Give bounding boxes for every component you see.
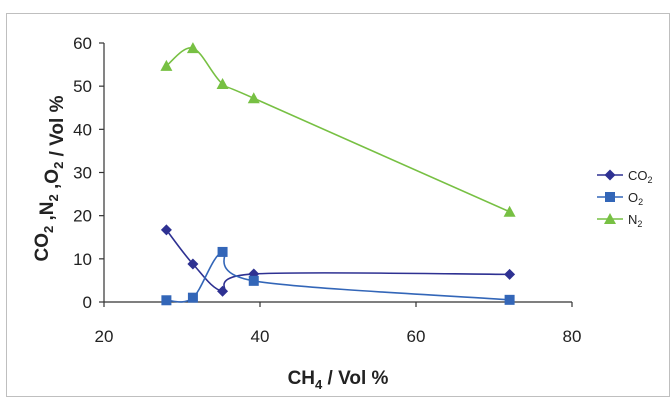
legend: CO2 O2 N2 xyxy=(597,168,653,229)
plot-area xyxy=(160,42,516,306)
x-tick-label: 80 xyxy=(563,327,582,346)
axes: 0 10 20 30 40 50 60 20 40 60 80 CH4 / Vol % CO2 ,N2 … xyxy=(32,34,581,392)
legend-entry: CO2 xyxy=(597,168,653,185)
x-tick-label: 40 xyxy=(251,327,270,346)
y-axis-title: CO2 ,N2 ,O2 / Vol % xyxy=(32,95,68,261)
legend-entry: N2 xyxy=(597,212,642,229)
series-line xyxy=(165,229,510,293)
data-point xyxy=(248,275,259,286)
y-tick-label: 0 xyxy=(83,293,92,312)
legend-marker xyxy=(604,169,616,181)
series-line xyxy=(165,47,510,213)
y-tick-label: 30 xyxy=(73,164,92,183)
y-tick-label: 20 xyxy=(73,207,92,226)
series-triangle xyxy=(160,42,516,217)
data-point xyxy=(504,268,516,280)
data-point xyxy=(503,205,516,217)
data-point xyxy=(160,224,172,236)
data-point xyxy=(186,42,199,54)
y-tick-label: 40 xyxy=(73,120,92,139)
y-tick-label: 60 xyxy=(73,34,92,53)
data-point xyxy=(217,246,228,257)
data-point xyxy=(187,258,199,270)
legend-label: CO2 xyxy=(628,168,653,185)
data-point xyxy=(161,295,172,306)
legend-label: N2 xyxy=(628,212,642,229)
series-line xyxy=(166,251,510,303)
legend-marker xyxy=(605,192,615,202)
legend-marker xyxy=(604,213,616,224)
x-axis-title: CH4 / Vol % xyxy=(288,368,389,392)
series-square xyxy=(161,246,515,306)
data-point xyxy=(187,292,198,303)
legend-entry: O2 xyxy=(597,190,643,207)
x-tick-label: 20 xyxy=(95,327,114,346)
x-tick-label: 60 xyxy=(407,327,426,346)
data-point xyxy=(216,78,229,90)
legend-label: O2 xyxy=(628,190,643,207)
data-point xyxy=(160,59,173,71)
data-point xyxy=(247,92,260,104)
y-tick-label: 50 xyxy=(73,77,92,96)
chart-frame xyxy=(6,13,670,397)
y-tick-label: 10 xyxy=(73,250,92,269)
data-point xyxy=(504,294,515,305)
data-point xyxy=(217,285,229,297)
series-diamond xyxy=(160,224,516,297)
